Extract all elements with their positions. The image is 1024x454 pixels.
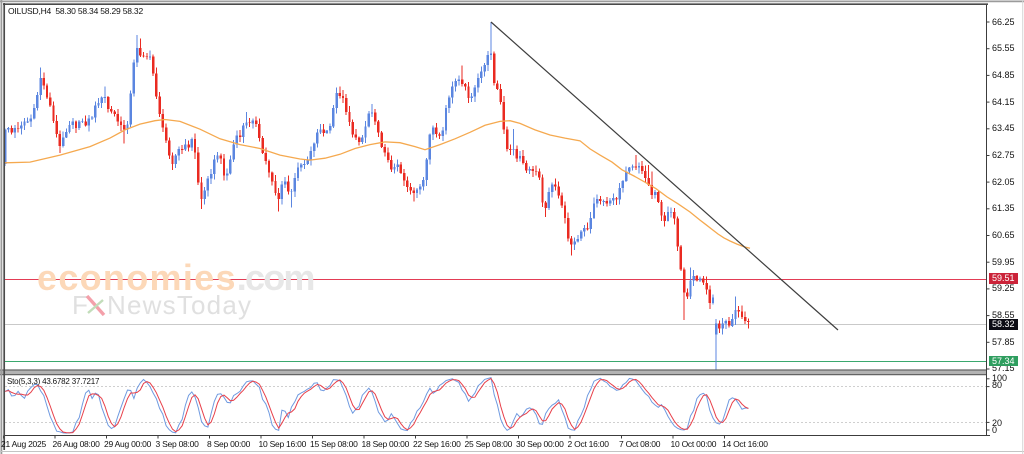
- svg-text:F: F: [72, 290, 88, 320]
- svg-text:NewsToday: NewsToday: [107, 290, 252, 320]
- svg-text:economies.com: economies.com: [37, 257, 314, 298]
